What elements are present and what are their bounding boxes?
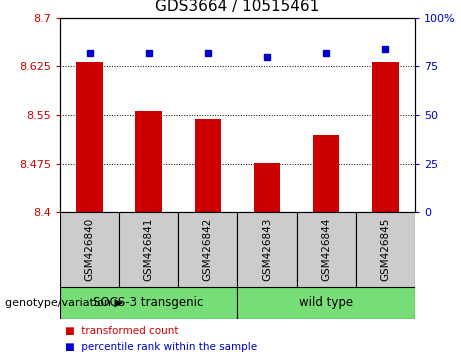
Bar <box>296 212 356 287</box>
Text: ■  transformed count: ■ transformed count <box>65 326 178 336</box>
Bar <box>237 212 296 287</box>
Text: SOCS-3 transgenic: SOCS-3 transgenic <box>94 296 204 309</box>
Text: GSM426843: GSM426843 <box>262 218 272 281</box>
Text: wild type: wild type <box>299 296 353 309</box>
Bar <box>76 62 103 212</box>
Bar <box>356 212 415 287</box>
Text: GSM426844: GSM426844 <box>321 218 331 281</box>
Bar <box>60 287 237 319</box>
Bar <box>372 62 399 212</box>
Bar <box>195 119 221 212</box>
Text: ■  percentile rank within the sample: ■ percentile rank within the sample <box>65 342 257 352</box>
Bar <box>178 212 237 287</box>
Bar <box>136 110 162 212</box>
Bar <box>119 212 178 287</box>
Bar <box>237 287 415 319</box>
Bar <box>313 135 339 212</box>
Text: GSM426845: GSM426845 <box>380 218 390 281</box>
Title: GDS3664 / 10515461: GDS3664 / 10515461 <box>155 0 319 14</box>
Text: genotype/variation ▶: genotype/variation ▶ <box>5 298 123 308</box>
Text: GSM426842: GSM426842 <box>203 218 213 281</box>
Text: GSM426841: GSM426841 <box>144 218 154 281</box>
Text: GSM426840: GSM426840 <box>84 218 95 281</box>
Bar <box>60 212 119 287</box>
Bar <box>254 163 280 212</box>
